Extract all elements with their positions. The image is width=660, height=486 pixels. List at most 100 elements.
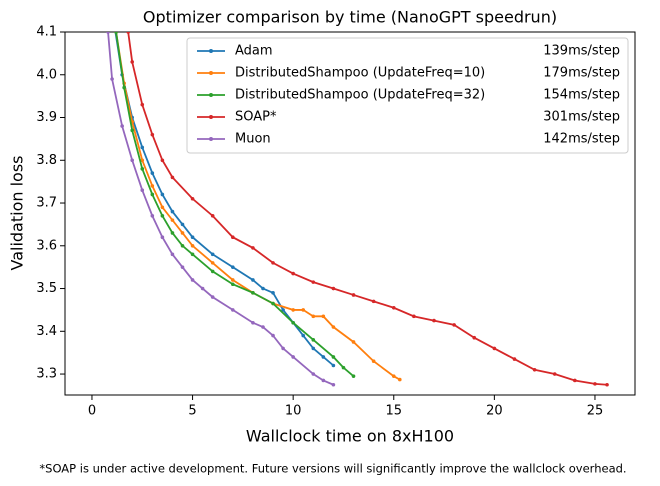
x-tick-label: 25: [587, 404, 604, 419]
point: [371, 299, 376, 304]
series-line: [114, 32, 334, 367]
plot-area: [106, 22, 609, 387]
point: [271, 333, 275, 338]
point: [281, 346, 285, 351]
point: [593, 382, 597, 386]
y-tick-label: 3.5: [36, 281, 57, 296]
y-tick-label: 3.4: [36, 324, 57, 339]
point: [190, 252, 195, 257]
point: [231, 308, 235, 312]
point: [170, 252, 175, 257]
chart-title: Optimizer comparison by time (NanoGPT sp…: [143, 8, 557, 27]
point: [114, 32, 118, 34]
point: [150, 132, 155, 137]
point: [331, 355, 336, 359]
legend-note: 301ms/step: [543, 110, 620, 125]
point: [110, 77, 114, 81]
point: [605, 382, 609, 387]
point: [532, 367, 537, 372]
point: [341, 365, 346, 370]
point: [122, 85, 126, 90]
point: [120, 124, 124, 128]
y-tick-label: 3.7: [36, 196, 57, 211]
point: [160, 205, 165, 210]
point: [180, 265, 185, 269]
y-tick-label: 3.6: [36, 238, 57, 253]
x-tick-label: 20: [486, 404, 503, 419]
point: [311, 346, 316, 351]
point: [391, 305, 396, 310]
x-tick-label: 5: [188, 404, 196, 419]
point: [321, 314, 326, 319]
point: [231, 235, 235, 240]
point: [311, 280, 316, 284]
point: [552, 372, 557, 376]
legend-marker: [209, 93, 213, 97]
point: [140, 188, 145, 192]
legend-marker: [209, 71, 213, 75]
x-tick-label: 0: [88, 404, 96, 419]
point: [140, 158, 145, 163]
plot-frame: [64, 31, 636, 396]
point: [106, 32, 110, 34]
point: [412, 314, 416, 319]
point: [271, 291, 275, 295]
point: [180, 231, 185, 235]
footnote: *SOAP is under active development. Futur…: [39, 462, 626, 476]
legend-marker: [209, 49, 213, 53]
point: [150, 171, 155, 175]
point: [251, 246, 255, 250]
legend-note: 142ms/step: [543, 132, 620, 147]
y-tick-label: 3.9: [36, 110, 57, 125]
point: [150, 192, 155, 197]
point: [271, 261, 275, 265]
point: [170, 175, 175, 180]
point: [301, 308, 306, 312]
point: [160, 214, 165, 218]
point: [160, 192, 165, 197]
point: [150, 214, 155, 218]
point: [321, 378, 326, 383]
point: [371, 359, 376, 364]
point: [231, 278, 235, 282]
point: [281, 308, 285, 312]
legend-label: DistributedShampoo (UpdateFreq=10): [235, 66, 485, 81]
point: [210, 261, 215, 265]
point: [331, 363, 336, 368]
point: [251, 320, 255, 325]
point: [170, 218, 175, 222]
x-axis-label: Wallclock time on 8xH100: [246, 427, 454, 446]
point: [190, 278, 195, 282]
point: [210, 269, 215, 274]
point: [391, 374, 396, 378]
point: [190, 243, 195, 248]
point: [150, 184, 155, 188]
point: [397, 377, 402, 382]
y-tick-label: 4.0: [36, 67, 57, 82]
point: [251, 278, 255, 282]
point: [351, 374, 356, 378]
point: [140, 145, 145, 150]
point: [261, 325, 265, 329]
point: [140, 102, 145, 107]
point: [291, 320, 295, 325]
point: [311, 314, 316, 319]
point: [573, 378, 577, 383]
point: [112, 22, 116, 26]
point: [160, 235, 165, 240]
y-axis-label: Validation loss: [8, 156, 27, 271]
point: [311, 372, 316, 376]
legend-label: DistributedShampoo (UpdateFreq=32): [235, 88, 485, 103]
point: [130, 158, 135, 163]
point: [210, 214, 215, 218]
point: [190, 196, 195, 201]
point: [271, 301, 275, 306]
point: [261, 286, 265, 291]
point: [126, 32, 130, 34]
legend-label: Muon: [235, 132, 271, 147]
point: [512, 357, 517, 361]
legend-box: [186, 37, 629, 154]
point: [311, 338, 316, 342]
point: [210, 252, 215, 257]
